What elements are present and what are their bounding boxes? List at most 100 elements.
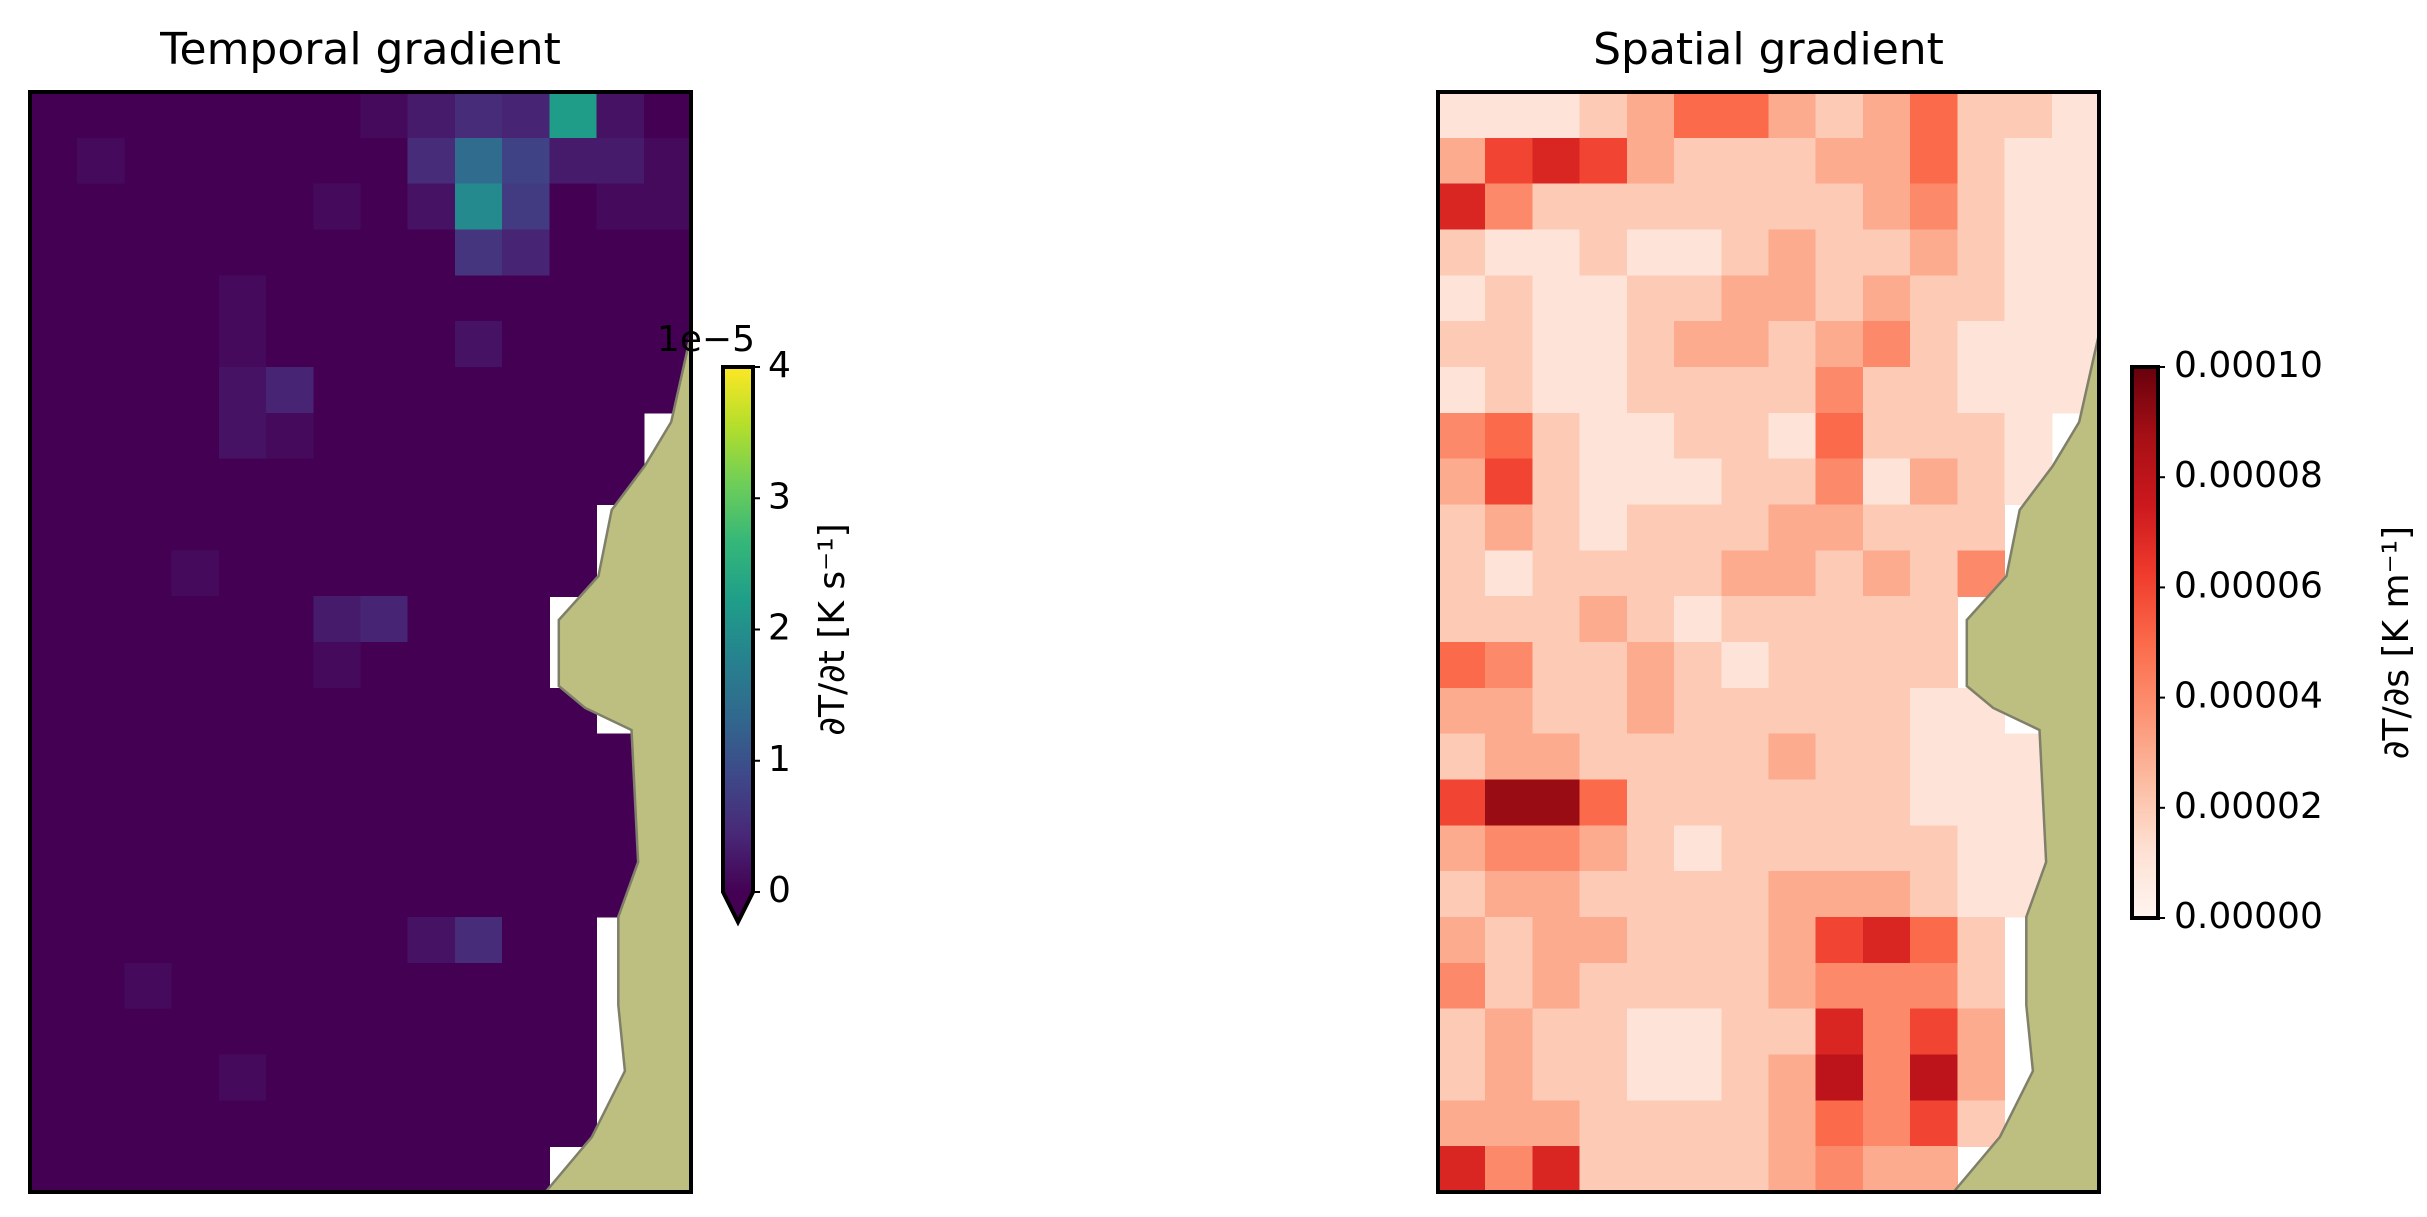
heatmap-cell (218, 229, 267, 276)
heatmap-cell (1768, 458, 1817, 506)
heatmap-cell (266, 779, 314, 826)
heatmap-cell (549, 458, 598, 506)
heatmap-cell (360, 962, 409, 1010)
colorbar-outline (721, 365, 755, 927)
heatmap-cell (218, 412, 267, 460)
heatmap-cell (218, 871, 267, 918)
heatmap-cell (502, 321, 550, 368)
heatmap-cell (1579, 642, 1628, 689)
heatmap-cell (1579, 367, 1628, 414)
heatmap-cell (1910, 596, 1958, 643)
heatmap-cell (313, 642, 362, 689)
heatmap-cell (1438, 917, 1486, 964)
heatmap-cell (313, 229, 362, 276)
heatmap-cell (77, 825, 126, 872)
heatmap-cell (1438, 321, 1486, 368)
heatmap-cell (1674, 412, 1722, 460)
heatmap-cell (1815, 871, 1864, 918)
heatmap-cell (1957, 1054, 2006, 1101)
heatmap-cell (1579, 687, 1628, 735)
heatmap-cell (1674, 733, 1722, 781)
heatmap-cell (1626, 917, 1675, 964)
heatmap-cell (454, 871, 503, 918)
heatmap-cell (1626, 1100, 1675, 1147)
heatmap-cell (171, 504, 220, 551)
heatmap-cell (1910, 137, 1958, 185)
heatmap-cell (1674, 1008, 1722, 1056)
heatmap-cell (1485, 1008, 1534, 1056)
heatmap-cell (1438, 687, 1486, 735)
heatmap-cell (454, 1100, 503, 1147)
heatmap-cell (549, 137, 598, 185)
heatmap-cell (1579, 962, 1628, 1010)
heatmap-cell (1768, 412, 1817, 460)
heatmap-cell (1768, 504, 1817, 551)
heatmap-cell (1721, 825, 1770, 872)
heatmap-cell (454, 550, 503, 597)
colorbar-offset-text: 1e−5 (657, 319, 755, 360)
heatmap-cell (30, 137, 78, 185)
heatmap-cell (1532, 917, 1581, 964)
heatmap-cell (1532, 596, 1581, 643)
heatmap-cell (1438, 458, 1486, 506)
heatmap-cell (313, 137, 362, 185)
heatmap-cell (1579, 183, 1628, 231)
heatmap-cell (1438, 183, 1486, 231)
heatmap-cell (171, 733, 220, 781)
heatmap-cell (1862, 825, 1911, 872)
heatmap-cell (1579, 779, 1628, 826)
heatmap-cell (1815, 1054, 1864, 1101)
heatmap-cell (218, 825, 267, 872)
heatmap-cell (218, 642, 267, 689)
heatmap-cell (171, 779, 220, 826)
heatmap-cell (1674, 504, 1722, 551)
heatmap-cell (171, 367, 220, 414)
heatmap-cell (360, 871, 409, 918)
heatmap-cell (360, 229, 409, 276)
land (542, 333, 693, 1194)
heatmap-cell (1957, 458, 2006, 506)
heatmap-cell (454, 687, 503, 735)
heatmap-cell (502, 1008, 550, 1056)
heatmap-cell (2051, 92, 2100, 139)
heatmap-cell (2004, 92, 2053, 139)
heatmap-cell (407, 1146, 456, 1193)
heatmap-cell (596, 92, 645, 139)
heatmap-cell (1579, 733, 1628, 781)
heatmap-cell (313, 183, 362, 231)
heatmap-cell (77, 275, 126, 322)
heatmap-cell (1579, 504, 1628, 551)
heatmap-cell (407, 733, 456, 781)
heatmap-cell (1910, 733, 1958, 781)
heatmap-cell (266, 1100, 314, 1147)
heatmap-cell (313, 1146, 362, 1193)
heatmap-cell (1862, 1100, 1911, 1147)
heatmap-cell (266, 92, 314, 139)
heatmap-cell (313, 275, 362, 322)
heatmap-cell (77, 92, 126, 139)
heatmap-cell (1674, 1146, 1722, 1193)
heatmap-cell (454, 733, 503, 781)
heatmap-cell (1438, 779, 1486, 826)
heatmap-cell (1721, 550, 1770, 597)
heatmap-cell (1579, 92, 1628, 139)
heatmap-cell (1721, 229, 1770, 276)
heatmap-cell (124, 229, 173, 276)
heatmap-cell (1438, 504, 1486, 551)
heatmap-cell (1579, 321, 1628, 368)
heatmap-cell (1957, 1008, 2006, 1056)
heatmap-cell (218, 275, 267, 322)
heatmap-cell (30, 962, 78, 1010)
heatmap-cell (2051, 275, 2100, 322)
heatmap-cell (1532, 1054, 1581, 1101)
heatmap-cell (360, 367, 409, 414)
heatmap-cell (1768, 1100, 1817, 1147)
heatmap-cell (502, 504, 550, 551)
heatmap-cell (77, 642, 126, 689)
colorbar-tick-label: 0.00002 (2174, 786, 2323, 827)
heatmap-cell (1532, 1100, 1581, 1147)
heatmap-cell (1438, 1100, 1486, 1147)
heatmap-cell (218, 137, 267, 185)
heatmap-cell (124, 1100, 173, 1147)
